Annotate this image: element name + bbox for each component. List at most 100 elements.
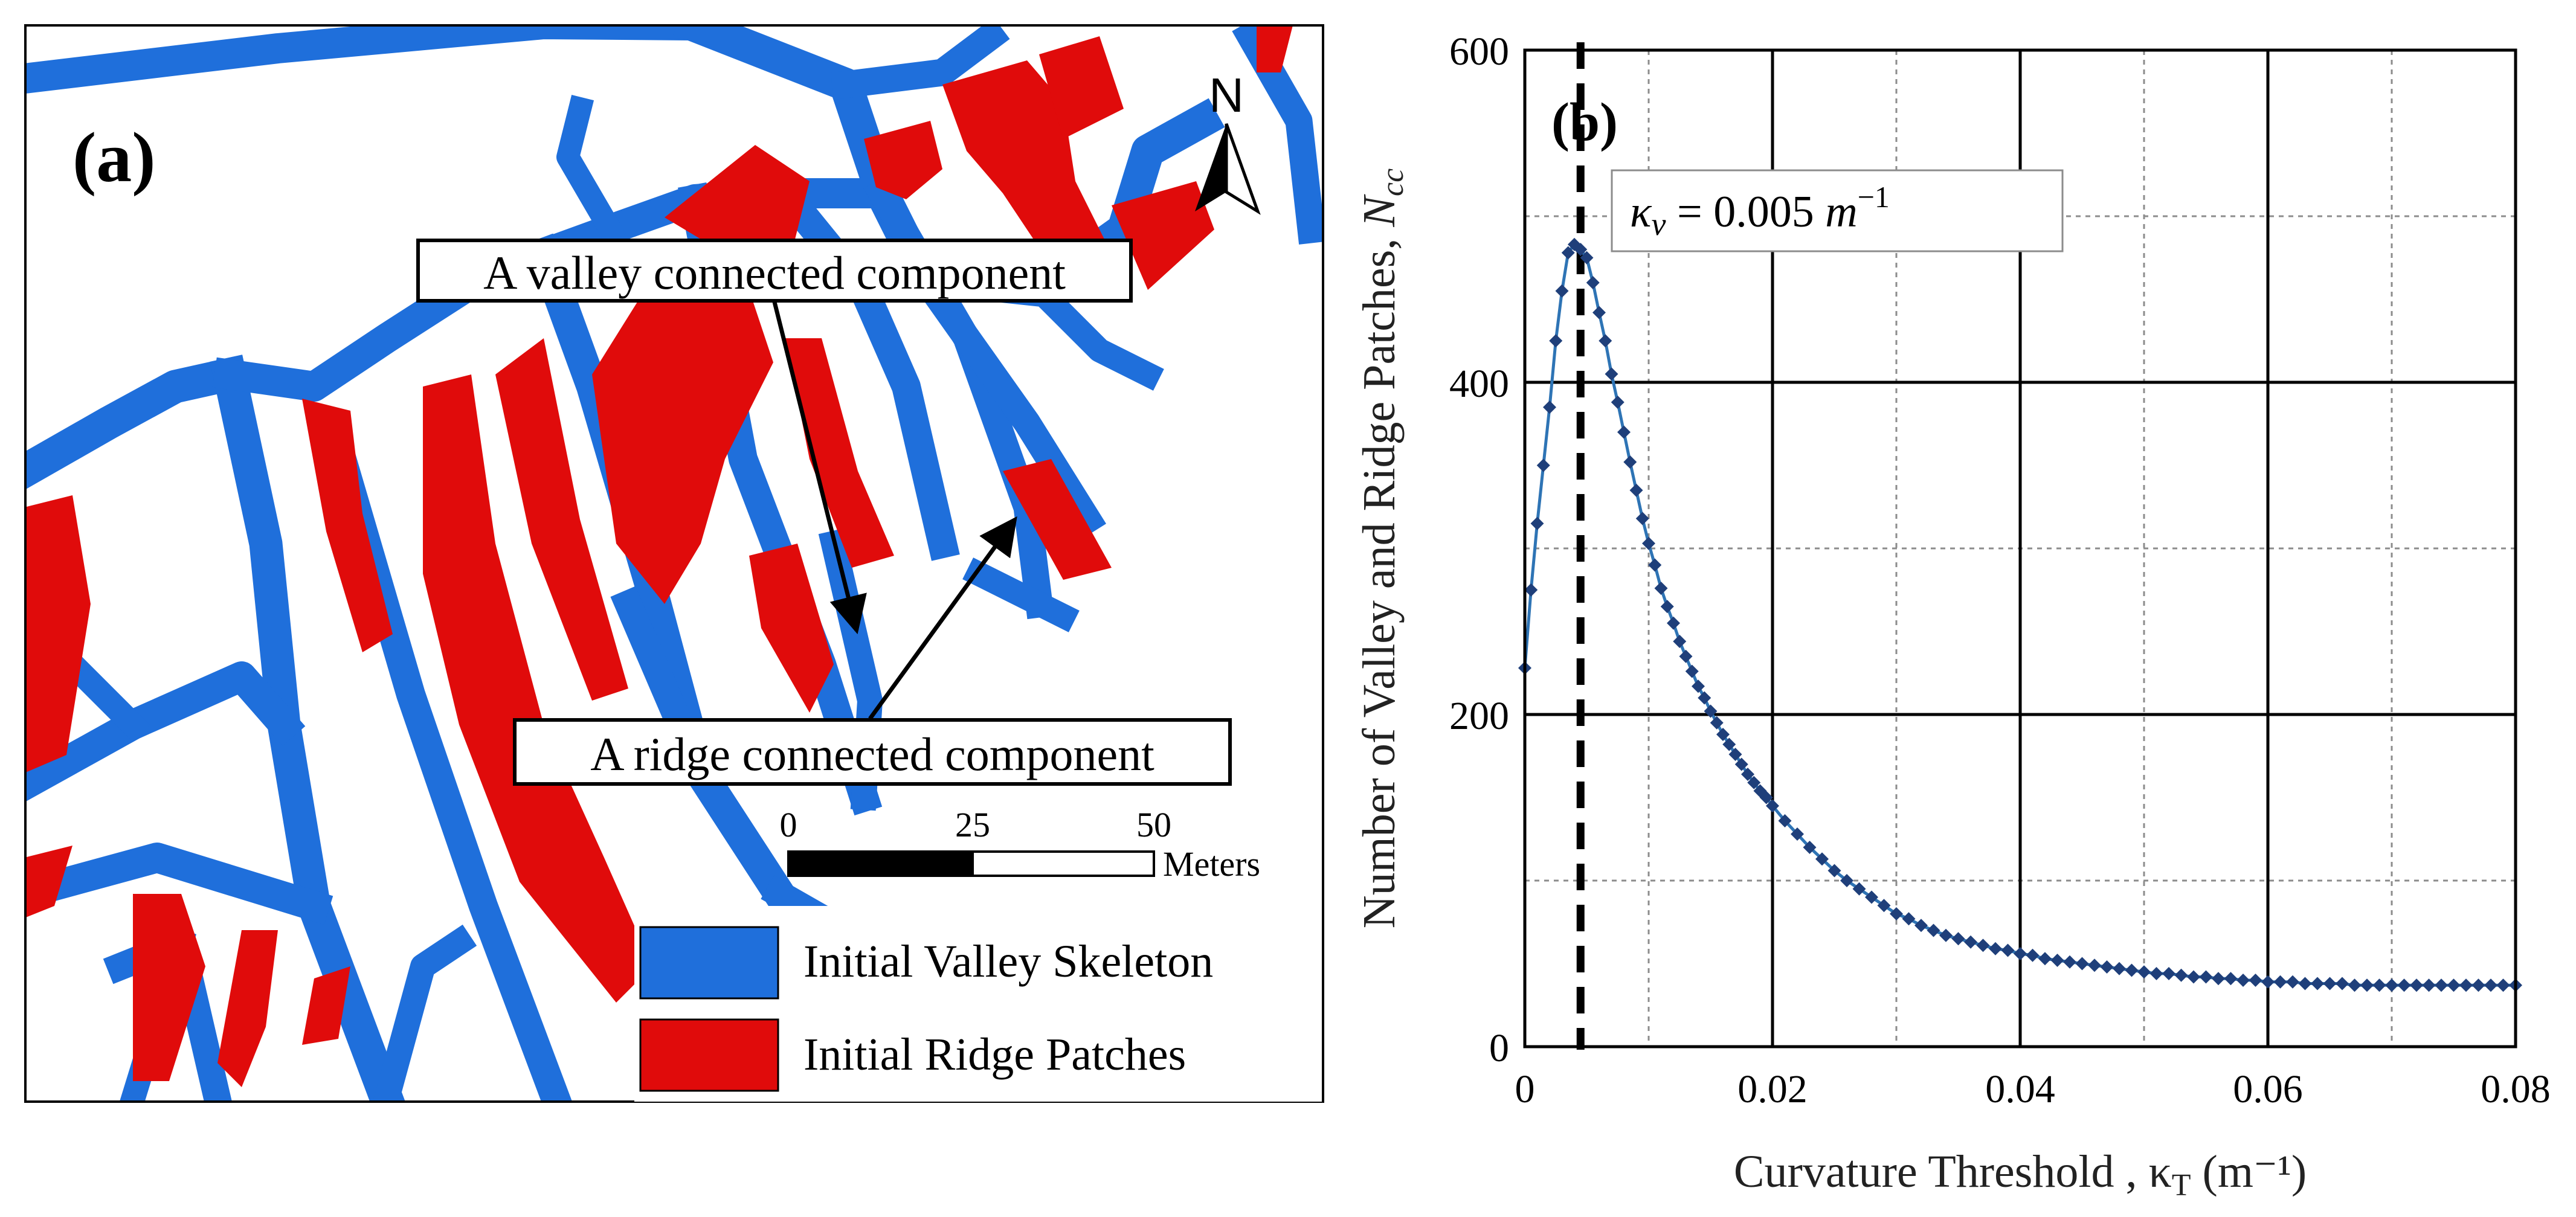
data-point xyxy=(2249,974,2262,987)
data-point xyxy=(1747,775,1761,789)
data-point xyxy=(1648,558,1662,572)
x-tick-label: 0.02 xyxy=(1737,1067,1808,1111)
data-point xyxy=(1586,276,1600,289)
y-tick-label: 0 xyxy=(1489,1026,1509,1070)
data-point xyxy=(1914,919,1928,933)
data-point xyxy=(1939,928,1953,942)
y-tick-labels: 0 200 400 600 xyxy=(1449,30,1509,1070)
scale-tick-0: 0 xyxy=(780,805,797,844)
data-point xyxy=(1710,716,1724,730)
data-point xyxy=(1574,243,1588,256)
data-point xyxy=(2422,978,2436,992)
data-point xyxy=(1778,814,1792,827)
x-tick-label: 0.04 xyxy=(1985,1067,2055,1111)
data-point xyxy=(1549,334,1563,348)
ridge-patches xyxy=(25,25,1293,1087)
data-point xyxy=(1580,251,1594,265)
scale-tick-50: 50 xyxy=(1136,805,1171,844)
data-point xyxy=(2273,975,2287,989)
map-legend: Initial Valley Skeleton Initial Ridge Pa… xyxy=(634,906,1322,1102)
data-point xyxy=(1815,852,1829,866)
north-arrow-icon: N xyxy=(1195,68,1261,215)
map-raster xyxy=(25,25,1323,1102)
map-panel: (a) N A valley connected component A rid… xyxy=(24,24,1324,1103)
data-point xyxy=(1592,306,1606,320)
data-point xyxy=(1617,425,1631,439)
data-point xyxy=(1852,882,1866,896)
data-point xyxy=(1803,841,1817,854)
x-tick-label: 0 xyxy=(1515,1067,1535,1111)
data-point xyxy=(1679,649,1693,663)
data-point xyxy=(1734,757,1748,771)
data-point xyxy=(2261,975,2275,989)
data-point xyxy=(2459,978,2473,992)
chart-panel: 0 200 400 600 0 0.02 0.04 0.06 0.08 κv = 0.005 … xyxy=(1354,30,2551,1203)
data-point xyxy=(2100,960,2114,974)
data-point xyxy=(1877,899,1891,913)
data-point xyxy=(1667,616,1680,630)
data-point xyxy=(2113,962,2126,975)
data-point xyxy=(2323,977,2337,991)
callout-valley: A valley connected component xyxy=(416,239,1133,635)
data-point xyxy=(2410,978,2423,992)
data-point xyxy=(1599,334,1612,348)
legend-swatch-ridge xyxy=(639,1018,779,1092)
data-point xyxy=(1791,827,1804,841)
data-point xyxy=(2014,947,2027,960)
data-point xyxy=(2075,957,2089,971)
data-point xyxy=(2298,977,2312,991)
data-point xyxy=(1741,768,1754,781)
data-point xyxy=(1951,932,1965,946)
data-point xyxy=(2199,970,2213,984)
data-point xyxy=(1629,483,1643,497)
data-point xyxy=(1927,923,1940,937)
data-point xyxy=(2149,967,2163,980)
data-point xyxy=(1536,458,1550,472)
data-point xyxy=(1530,516,1544,530)
x-tick-labels: 0 0.02 0.04 0.06 0.08 xyxy=(1515,1067,2551,1111)
scale-bar: 0 25 50 Meters xyxy=(780,805,1261,884)
data-point xyxy=(2174,968,2188,982)
data-point xyxy=(2050,954,2064,967)
data-point xyxy=(1605,367,1618,381)
data-point xyxy=(2336,977,2349,991)
data-point xyxy=(2236,974,2250,987)
data-point xyxy=(1635,512,1649,525)
data-point xyxy=(1660,600,1674,614)
panel-label-a: (a) xyxy=(72,118,156,197)
y-axis-title: Number of Valley and Ridge Patches, Ncc xyxy=(1354,169,1410,928)
scale-unit: Meters xyxy=(1163,844,1260,884)
legend-label-valley: Initial Valley Skeleton xyxy=(803,936,1213,987)
y-tick-label: 600 xyxy=(1449,30,1509,74)
data-point xyxy=(1716,728,1730,741)
callout-ridge: A ridge connected component xyxy=(513,516,1232,786)
data-point xyxy=(2372,978,2386,992)
x-axis-title: Curvature Threshold , κT (m⁻¹) xyxy=(1734,1146,2307,1203)
legend-swatch-valley xyxy=(639,926,779,1000)
data-point xyxy=(2484,978,2497,992)
data-point xyxy=(2212,972,2225,986)
data-point xyxy=(1722,737,1736,751)
x-tick-label: 0.08 xyxy=(2481,1067,2551,1111)
data-point xyxy=(1766,799,1779,813)
data-point xyxy=(2385,978,2398,992)
y-tick-label: 400 xyxy=(1449,362,1509,406)
plot-frame xyxy=(1523,48,2517,1048)
data-point xyxy=(2026,948,2040,962)
data-point xyxy=(1642,536,1655,550)
data-point xyxy=(2125,963,2139,977)
callout-ridge-label: A ridge connected component xyxy=(590,728,1154,780)
data-point xyxy=(1561,246,1575,260)
data-point xyxy=(2360,978,2374,992)
data-point xyxy=(2471,978,2485,992)
data-point xyxy=(1759,791,1773,804)
data-point xyxy=(1685,664,1699,678)
data-point xyxy=(1698,691,1711,705)
data-point xyxy=(2038,952,2052,966)
panel-label-b: (b) xyxy=(1551,92,1618,152)
legend-label-ridge: Initial Ridge Patches xyxy=(803,1029,1186,1080)
data-point xyxy=(1964,935,1977,949)
data-point xyxy=(1827,864,1841,878)
data-point xyxy=(1865,890,1878,904)
